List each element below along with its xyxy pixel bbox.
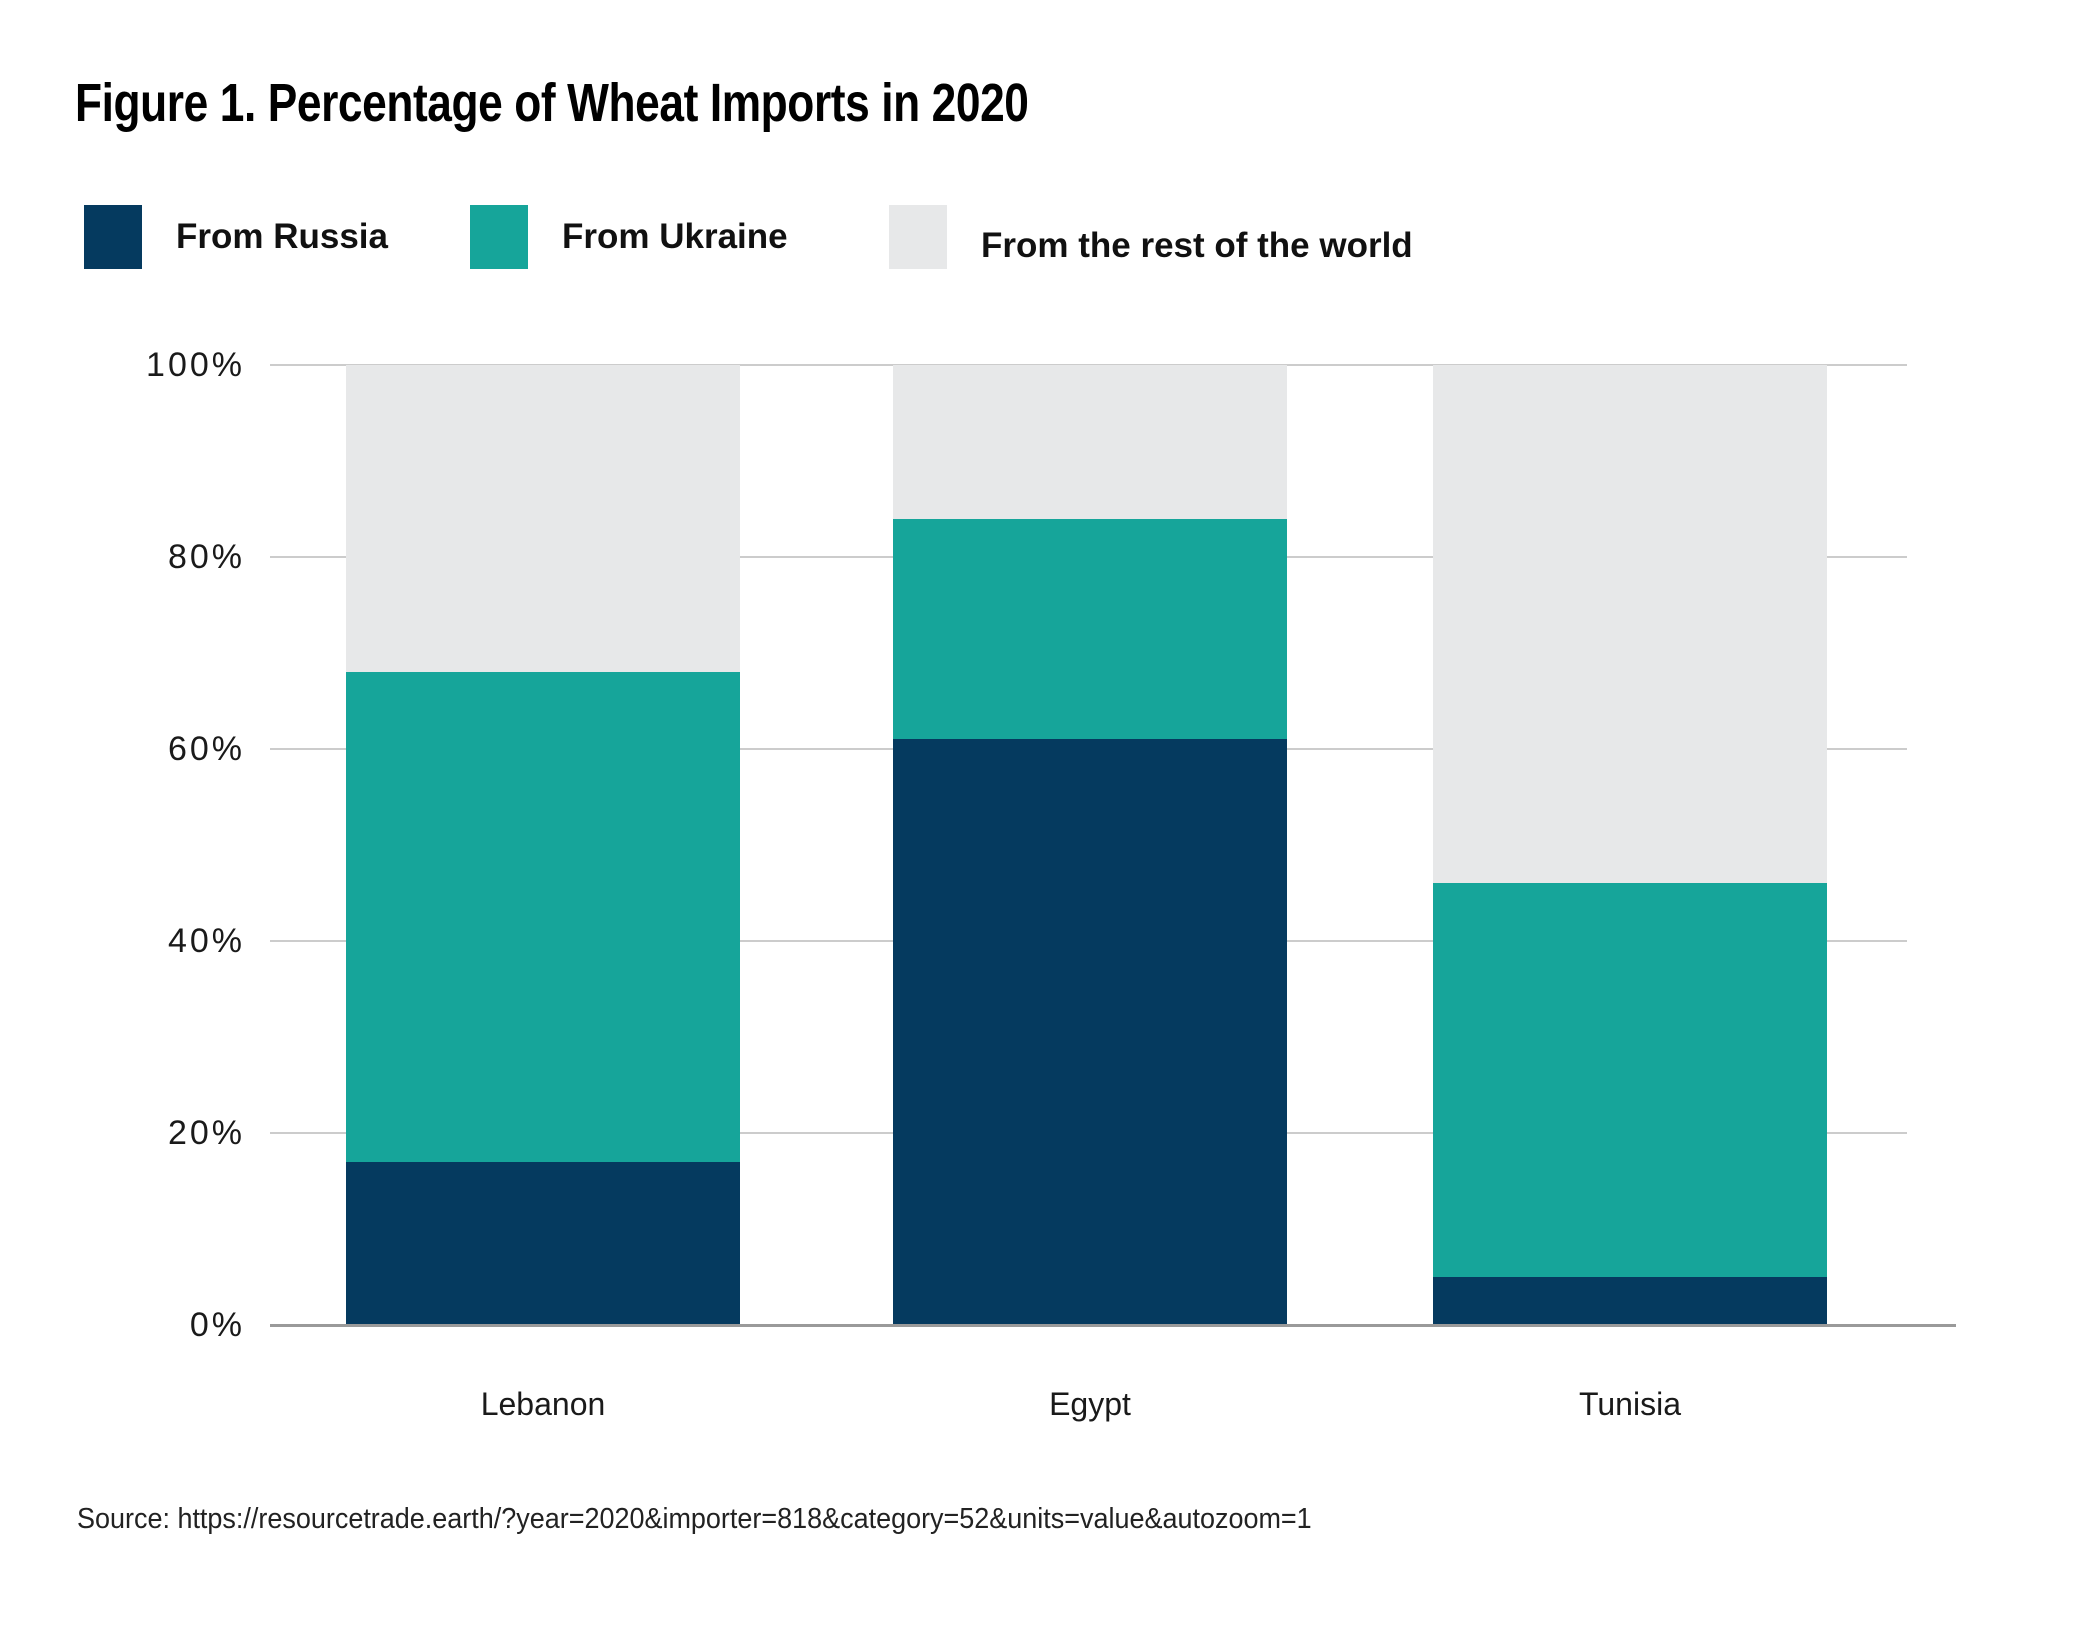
legend-label: From the rest of the world (981, 226, 1413, 265)
bar-segment-lebanon-from-the-rest-of-the-world (346, 365, 740, 673)
legend-item-from-ukraine: From Ukraine (470, 205, 788, 269)
bar-segment-lebanon-from-russia (346, 1161, 740, 1325)
y-tick-label-100: 100% (146, 346, 245, 384)
legend-swatch-from-ukraine (470, 205, 528, 269)
y-tick-label-20: 20% (167, 1114, 245, 1152)
legend-label: From Russia (176, 217, 388, 256)
legend-swatch-from-russia (84, 205, 142, 269)
bar-segment-egypt-from-ukraine (893, 518, 1287, 740)
bar-segment-lebanon-from-ukraine (346, 672, 740, 1162)
bar-segment-tunisia-from-the-rest-of-the-world (1433, 365, 1827, 884)
bar-segment-egypt-from-russia (893, 739, 1287, 1325)
bar-segment-egypt-from-the-rest-of-the-world (893, 365, 1287, 519)
legend-swatch-from-the-rest-of-the-world (889, 205, 947, 269)
y-tick-label-0: 0% (189, 1306, 245, 1344)
category-label-tunisia: Tunisia (1579, 1386, 1681, 1422)
bar-segment-tunisia-from-russia (1433, 1277, 1827, 1325)
y-tick-label-60: 60% (167, 730, 245, 768)
source-citation: Source: https://resourcetrade.earth/?yea… (77, 1503, 1312, 1535)
y-tick-label-40: 40% (167, 922, 245, 960)
category-label-egypt: Egypt (1049, 1386, 1131, 1422)
legend-item-from-russia: From Russia (84, 205, 388, 269)
legend-item-from-the-rest-of-the-world: From the rest of the world (889, 205, 1413, 269)
bar-segment-tunisia-from-ukraine (1433, 883, 1827, 1277)
category-label-lebanon: Lebanon (480, 1386, 606, 1422)
legend-label: From Ukraine (562, 217, 788, 256)
y-tick-label-80: 80% (167, 538, 245, 576)
figure-title: Figure 1. Percentage of Wheat Imports in… (75, 73, 1029, 133)
x-axis-line (270, 1324, 1956, 1327)
